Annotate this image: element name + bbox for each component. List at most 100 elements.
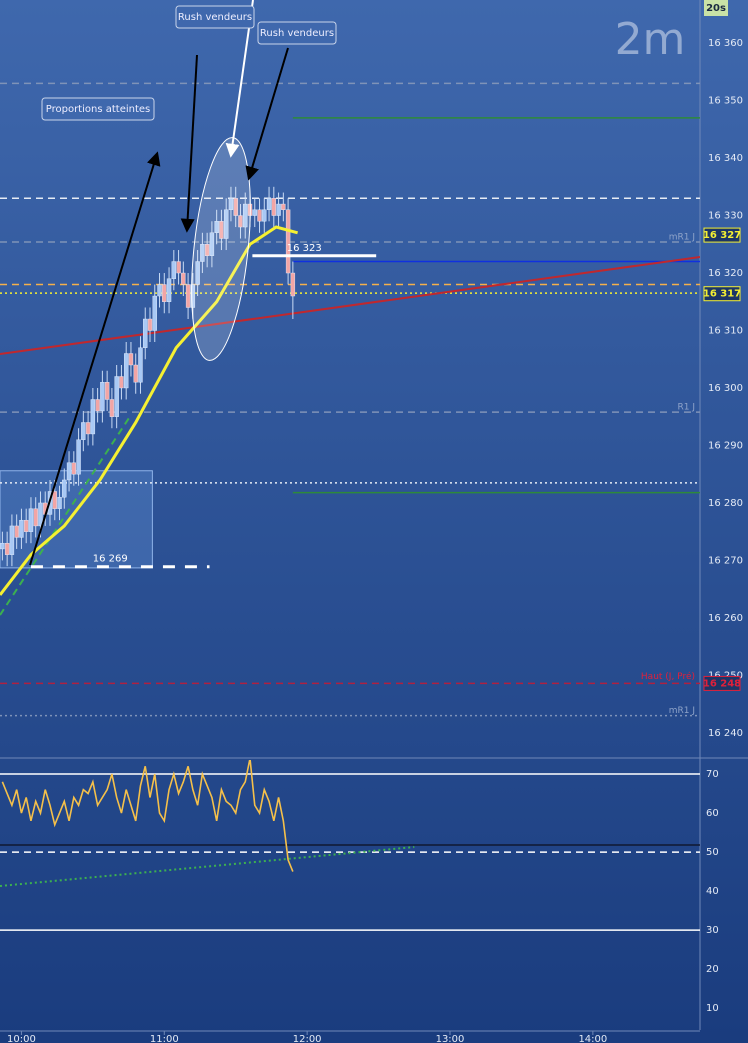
candle-body bbox=[114, 376, 119, 417]
candle-body bbox=[104, 382, 110, 400]
moving-average bbox=[0, 225, 299, 596]
candle-body bbox=[171, 261, 177, 279]
candle-body bbox=[252, 209, 257, 216]
candle-body bbox=[266, 198, 272, 210]
rsi-panel bbox=[0, 760, 700, 931]
y-tick-label: 16 250 bbox=[708, 670, 743, 681]
annotation: Rush vendeurs bbox=[178, 12, 252, 23]
candle-body bbox=[204, 244, 210, 256]
candle-body bbox=[62, 479, 67, 498]
badge: 20s bbox=[706, 3, 726, 14]
price-panel: 16 323 16 269 bbox=[0, 82, 700, 717]
candle-body bbox=[214, 221, 219, 233]
candle-body bbox=[185, 284, 191, 308]
price-tag: 16 248 bbox=[703, 678, 741, 689]
candle-body bbox=[76, 439, 81, 475]
price-tag-box bbox=[703, 675, 741, 691]
candle-body bbox=[100, 382, 105, 412]
annotation: Rush vendeurs bbox=[260, 28, 334, 39]
x-tick-label: 10:00 bbox=[7, 1034, 36, 1043]
candle-body bbox=[66, 462, 72, 481]
side-label: mR1 J bbox=[669, 232, 695, 242]
rsi-tick-label: 70 bbox=[706, 769, 719, 780]
candle-body bbox=[143, 318, 148, 348]
candle-body bbox=[133, 364, 138, 383]
candle-body bbox=[38, 502, 43, 527]
candle-body bbox=[109, 399, 115, 417]
candle-body bbox=[81, 422, 86, 440]
y-tick-label: 16 280 bbox=[708, 498, 743, 509]
y-tick-label: 16 290 bbox=[708, 440, 743, 451]
candle-body bbox=[257, 209, 262, 222]
y-tick-label: 16 360 bbox=[708, 38, 743, 49]
level-label: 16 269 bbox=[93, 554, 128, 565]
candle-body bbox=[176, 261, 181, 274]
rsi-tick-label: 50 bbox=[706, 847, 719, 858]
candle-body bbox=[209, 232, 215, 256]
trend-line bbox=[0, 414, 132, 616]
candle-body bbox=[147, 318, 153, 331]
candle-body bbox=[71, 462, 77, 475]
side-label: mR1 J bbox=[669, 706, 695, 716]
candle-body bbox=[19, 519, 24, 538]
y-tick-label: 16 270 bbox=[708, 555, 743, 566]
annotation-box bbox=[175, 5, 255, 29]
price-tag-box bbox=[703, 286, 741, 302]
y-tick-label: 16 300 bbox=[708, 383, 743, 394]
candle-body bbox=[276, 203, 281, 216]
candle-body bbox=[52, 491, 57, 509]
candle-body bbox=[14, 525, 19, 538]
zone bbox=[0, 470, 153, 569]
badge-box bbox=[704, 0, 728, 16]
x-tick-label: 11:00 bbox=[150, 1034, 179, 1043]
candle-body bbox=[9, 525, 15, 555]
arrow bbox=[29, 151, 161, 566]
candle-body bbox=[90, 399, 96, 435]
y-tick-label: 16 310 bbox=[708, 326, 743, 337]
rsi-line bbox=[1, 760, 294, 872]
candle-body bbox=[95, 399, 100, 412]
arrow bbox=[180, 54, 198, 233]
level-label: 16 323 bbox=[287, 243, 322, 254]
candle-body bbox=[262, 209, 267, 222]
candle-body bbox=[33, 508, 38, 527]
candle-body bbox=[57, 496, 62, 509]
candle-body bbox=[85, 422, 91, 435]
y-tick-label: 16 340 bbox=[708, 153, 743, 164]
candle-body bbox=[233, 198, 238, 216]
x-tick-label: 13:00 bbox=[436, 1034, 465, 1043]
side-label: Haut (J, Pré) bbox=[641, 671, 695, 682]
candle-body bbox=[4, 542, 10, 555]
y-tick-label: 16 330 bbox=[708, 211, 743, 222]
price-tag-box bbox=[703, 227, 741, 243]
annotation-box bbox=[257, 21, 337, 45]
candle-body bbox=[119, 376, 124, 389]
candle-body bbox=[23, 519, 29, 532]
rsi-tick-label: 40 bbox=[706, 886, 719, 897]
candle-body bbox=[162, 284, 167, 302]
price-tag: 16 317 bbox=[703, 289, 741, 300]
candle-body bbox=[238, 215, 243, 228]
rsi-tick-label: 60 bbox=[706, 808, 719, 819]
side-label: R1 J bbox=[678, 403, 696, 413]
candle-body bbox=[0, 542, 5, 550]
candle-body bbox=[195, 261, 200, 285]
candle-body bbox=[138, 347, 143, 383]
candle-body bbox=[128, 353, 134, 366]
candle-body bbox=[223, 209, 229, 239]
y-tick-label: 16 260 bbox=[708, 613, 743, 624]
annotation: Proportions atteintes bbox=[46, 104, 151, 115]
candle-body bbox=[200, 244, 205, 262]
candle-body bbox=[271, 198, 277, 216]
candle-body bbox=[123, 353, 129, 389]
arrow bbox=[245, 47, 289, 181]
candle-body bbox=[285, 209, 291, 274]
candle-body bbox=[152, 295, 157, 331]
candle-body bbox=[28, 508, 34, 532]
candle-body bbox=[157, 284, 162, 297]
rsi-tick-label: 10 bbox=[706, 1003, 719, 1014]
y-tick-label: 16 350 bbox=[708, 96, 743, 107]
candle-body bbox=[281, 203, 286, 210]
rsi-tick-label: 30 bbox=[706, 925, 719, 936]
